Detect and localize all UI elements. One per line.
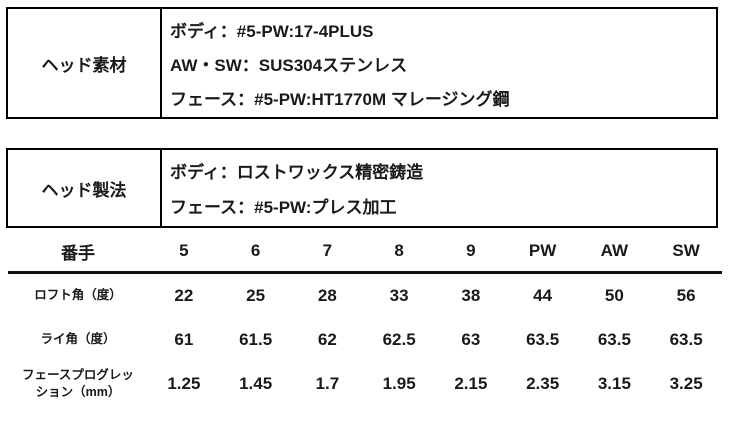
lie-value: 63 [461,330,481,349]
table-row-lie: ライ角（度） 61 61.5 62 62.5 63 63.5 63.5 63.5 [8,318,722,362]
loft-value: 22 [174,286,194,305]
face-progression-value: 3.25 [669,374,703,393]
face-progression-value: 1.45 [239,374,273,393]
loft-value: 33 [389,286,409,305]
loft-value: 44 [533,286,553,305]
spec-col-7: 7 [291,231,364,274]
spec-col-aw: AW [578,231,651,274]
material-face-line: フェース：#5-PW:HT1770M マレージング鋼 [170,89,510,109]
loft-value: 50 [604,286,624,305]
material-body-line: ボディ：#5-PW:17-4PLUS [170,21,374,41]
loft-value: 28 [317,286,337,305]
head-method-header-cell: ヘッド製法 [8,150,162,226]
spec-col-pw: PW [506,231,579,274]
table-row-face-progression: フェースプログレッション（mm） 1.25 1.45 1.7 1.95 2.15… [8,362,722,406]
head-method-content-cell: ボディ：ロストワックス精密鋳造 フェース：#5-PW:プレス加工 [162,150,716,226]
spec-col-banshu: 番手 [8,231,148,274]
lie-value: 63.5 [669,330,703,349]
face-progression-value: 1.25 [167,374,201,393]
spec-header-row: 番手 5 6 7 8 9 PW AW SW [8,231,722,274]
table-row-loft: ロフト角（度） 22 25 28 33 38 44 50 56 [8,273,722,319]
head-method-title: ヘッド製法 [41,180,127,200]
head-method-table: ヘッド製法 ボディ：ロストワックス精密鋳造 フェース：#5-PW:プレス加工 [6,148,718,228]
loft-value: 56 [676,286,696,305]
lie-value: 61.5 [239,330,273,349]
lie-value: 62.5 [382,330,416,349]
face-progression-value: 1.95 [382,374,416,393]
spec-col-9: 9 [435,231,507,274]
face-progression-value: 2.35 [526,374,560,393]
head-material-title: ヘッド素材 [41,55,127,75]
face-progression-value: 3.15 [597,374,631,393]
club-spec-section: 番手 5 6 7 8 9 PW AW SW ロフト角（度） 22 25 28 3… [8,231,722,406]
lie-value: 63.5 [526,330,560,349]
spec-col-6: 6 [219,231,292,274]
loft-value: 38 [461,286,481,305]
face-progression-value: 1.7 [315,374,340,393]
loft-row-label: ロフト角（度） [34,288,122,303]
loft-value: 25 [246,286,266,305]
method-body-line: ボディ：ロストワックス精密鋳造 [170,163,424,182]
head-material-header-cell: ヘッド素材 [8,9,162,117]
head-material-content-cell: ボディ：#5-PW:17-4PLUS AW・SW：SUS304ステンレス フェー… [162,9,716,117]
club-spec-table: 番手 5 6 7 8 9 PW AW SW ロフト角（度） 22 25 28 3… [8,231,722,406]
spec-col-5: 5 [148,231,220,274]
material-awsw-line: AW・SW：SUS304ステンレス [170,55,408,75]
lie-row-label: ライ角（度） [40,332,116,347]
method-face-line: フェース：#5-PW:プレス加工 [170,198,397,217]
spec-col-sw: SW [650,231,722,274]
face-progression-row-label: フェースプログレッション（mm） [22,367,134,400]
lie-value: 62 [317,330,337,349]
face-progression-value: 2.15 [454,374,488,393]
head-material-table: ヘッド素材 ボディ：#5-PW:17-4PLUS AW・SW：SUS304ステン… [6,7,718,119]
lie-value: 63.5 [597,330,631,349]
spec-col-8: 8 [363,231,435,274]
lie-value: 61 [174,330,194,349]
